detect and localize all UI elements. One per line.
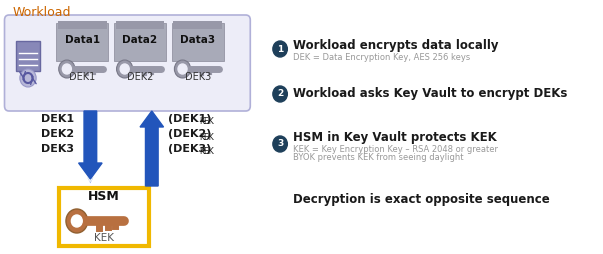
Text: Workload: Workload [13, 6, 71, 19]
Text: KEK = Key Encryption Key – RSA 2048 or greater: KEK = Key Encryption Key – RSA 2048 or g… [292, 145, 497, 153]
Circle shape [178, 64, 187, 74]
Text: DEK1: DEK1 [69, 72, 95, 82]
Text: Decryption is exact opposite sequence: Decryption is exact opposite sequence [292, 193, 549, 205]
Text: 1: 1 [277, 44, 283, 54]
Text: KEK: KEK [200, 118, 214, 126]
Text: DEK3: DEK3 [41, 144, 74, 154]
Text: Workload asks Key Vault to encrypt DEKs: Workload asks Key Vault to encrypt DEKs [292, 87, 567, 101]
Circle shape [66, 209, 87, 233]
Circle shape [116, 60, 133, 78]
Text: Data2: Data2 [122, 35, 157, 45]
Text: KEK: KEK [94, 233, 114, 243]
FancyArrow shape [78, 111, 102, 179]
Text: 2: 2 [277, 89, 283, 99]
FancyBboxPatch shape [4, 15, 250, 111]
Text: 3: 3 [277, 139, 283, 149]
Text: Data3: Data3 [180, 35, 215, 45]
Circle shape [71, 215, 82, 227]
Circle shape [58, 60, 75, 78]
Circle shape [174, 60, 191, 78]
FancyBboxPatch shape [58, 188, 149, 246]
Text: DEK1: DEK1 [41, 114, 74, 124]
Text: DEK3: DEK3 [185, 72, 211, 82]
Text: HSM: HSM [88, 189, 120, 202]
FancyArrow shape [140, 111, 163, 186]
Circle shape [120, 64, 129, 74]
FancyBboxPatch shape [114, 23, 166, 61]
FancyBboxPatch shape [16, 41, 40, 71]
Circle shape [62, 64, 71, 74]
Text: DEK2: DEK2 [41, 129, 74, 139]
Text: (DEK2): (DEK2) [168, 129, 212, 139]
FancyBboxPatch shape [116, 21, 165, 29]
Text: (DEK1): (DEK1) [168, 114, 212, 124]
Text: DEK = Data Encryption Key, AES 256 keys: DEK = Data Encryption Key, AES 256 keys [292, 53, 470, 61]
Circle shape [273, 41, 288, 57]
FancyBboxPatch shape [172, 23, 224, 61]
Text: HSM in Key Vault protects KEK: HSM in Key Vault protects KEK [292, 132, 496, 145]
Text: BYOK prevents KEK from seeing daylight: BYOK prevents KEK from seeing daylight [292, 153, 463, 163]
FancyBboxPatch shape [56, 23, 109, 61]
Text: Workload encrypts data locally: Workload encrypts data locally [292, 39, 498, 52]
Text: (DEK3): (DEK3) [168, 144, 211, 154]
Text: KEK: KEK [200, 148, 214, 156]
Circle shape [20, 69, 36, 87]
FancyBboxPatch shape [174, 21, 223, 29]
Circle shape [273, 86, 288, 102]
FancyBboxPatch shape [58, 21, 107, 29]
Text: DEK2: DEK2 [127, 72, 153, 82]
Text: KEK: KEK [200, 133, 214, 141]
Text: Data1: Data1 [65, 35, 99, 45]
Circle shape [273, 136, 288, 152]
